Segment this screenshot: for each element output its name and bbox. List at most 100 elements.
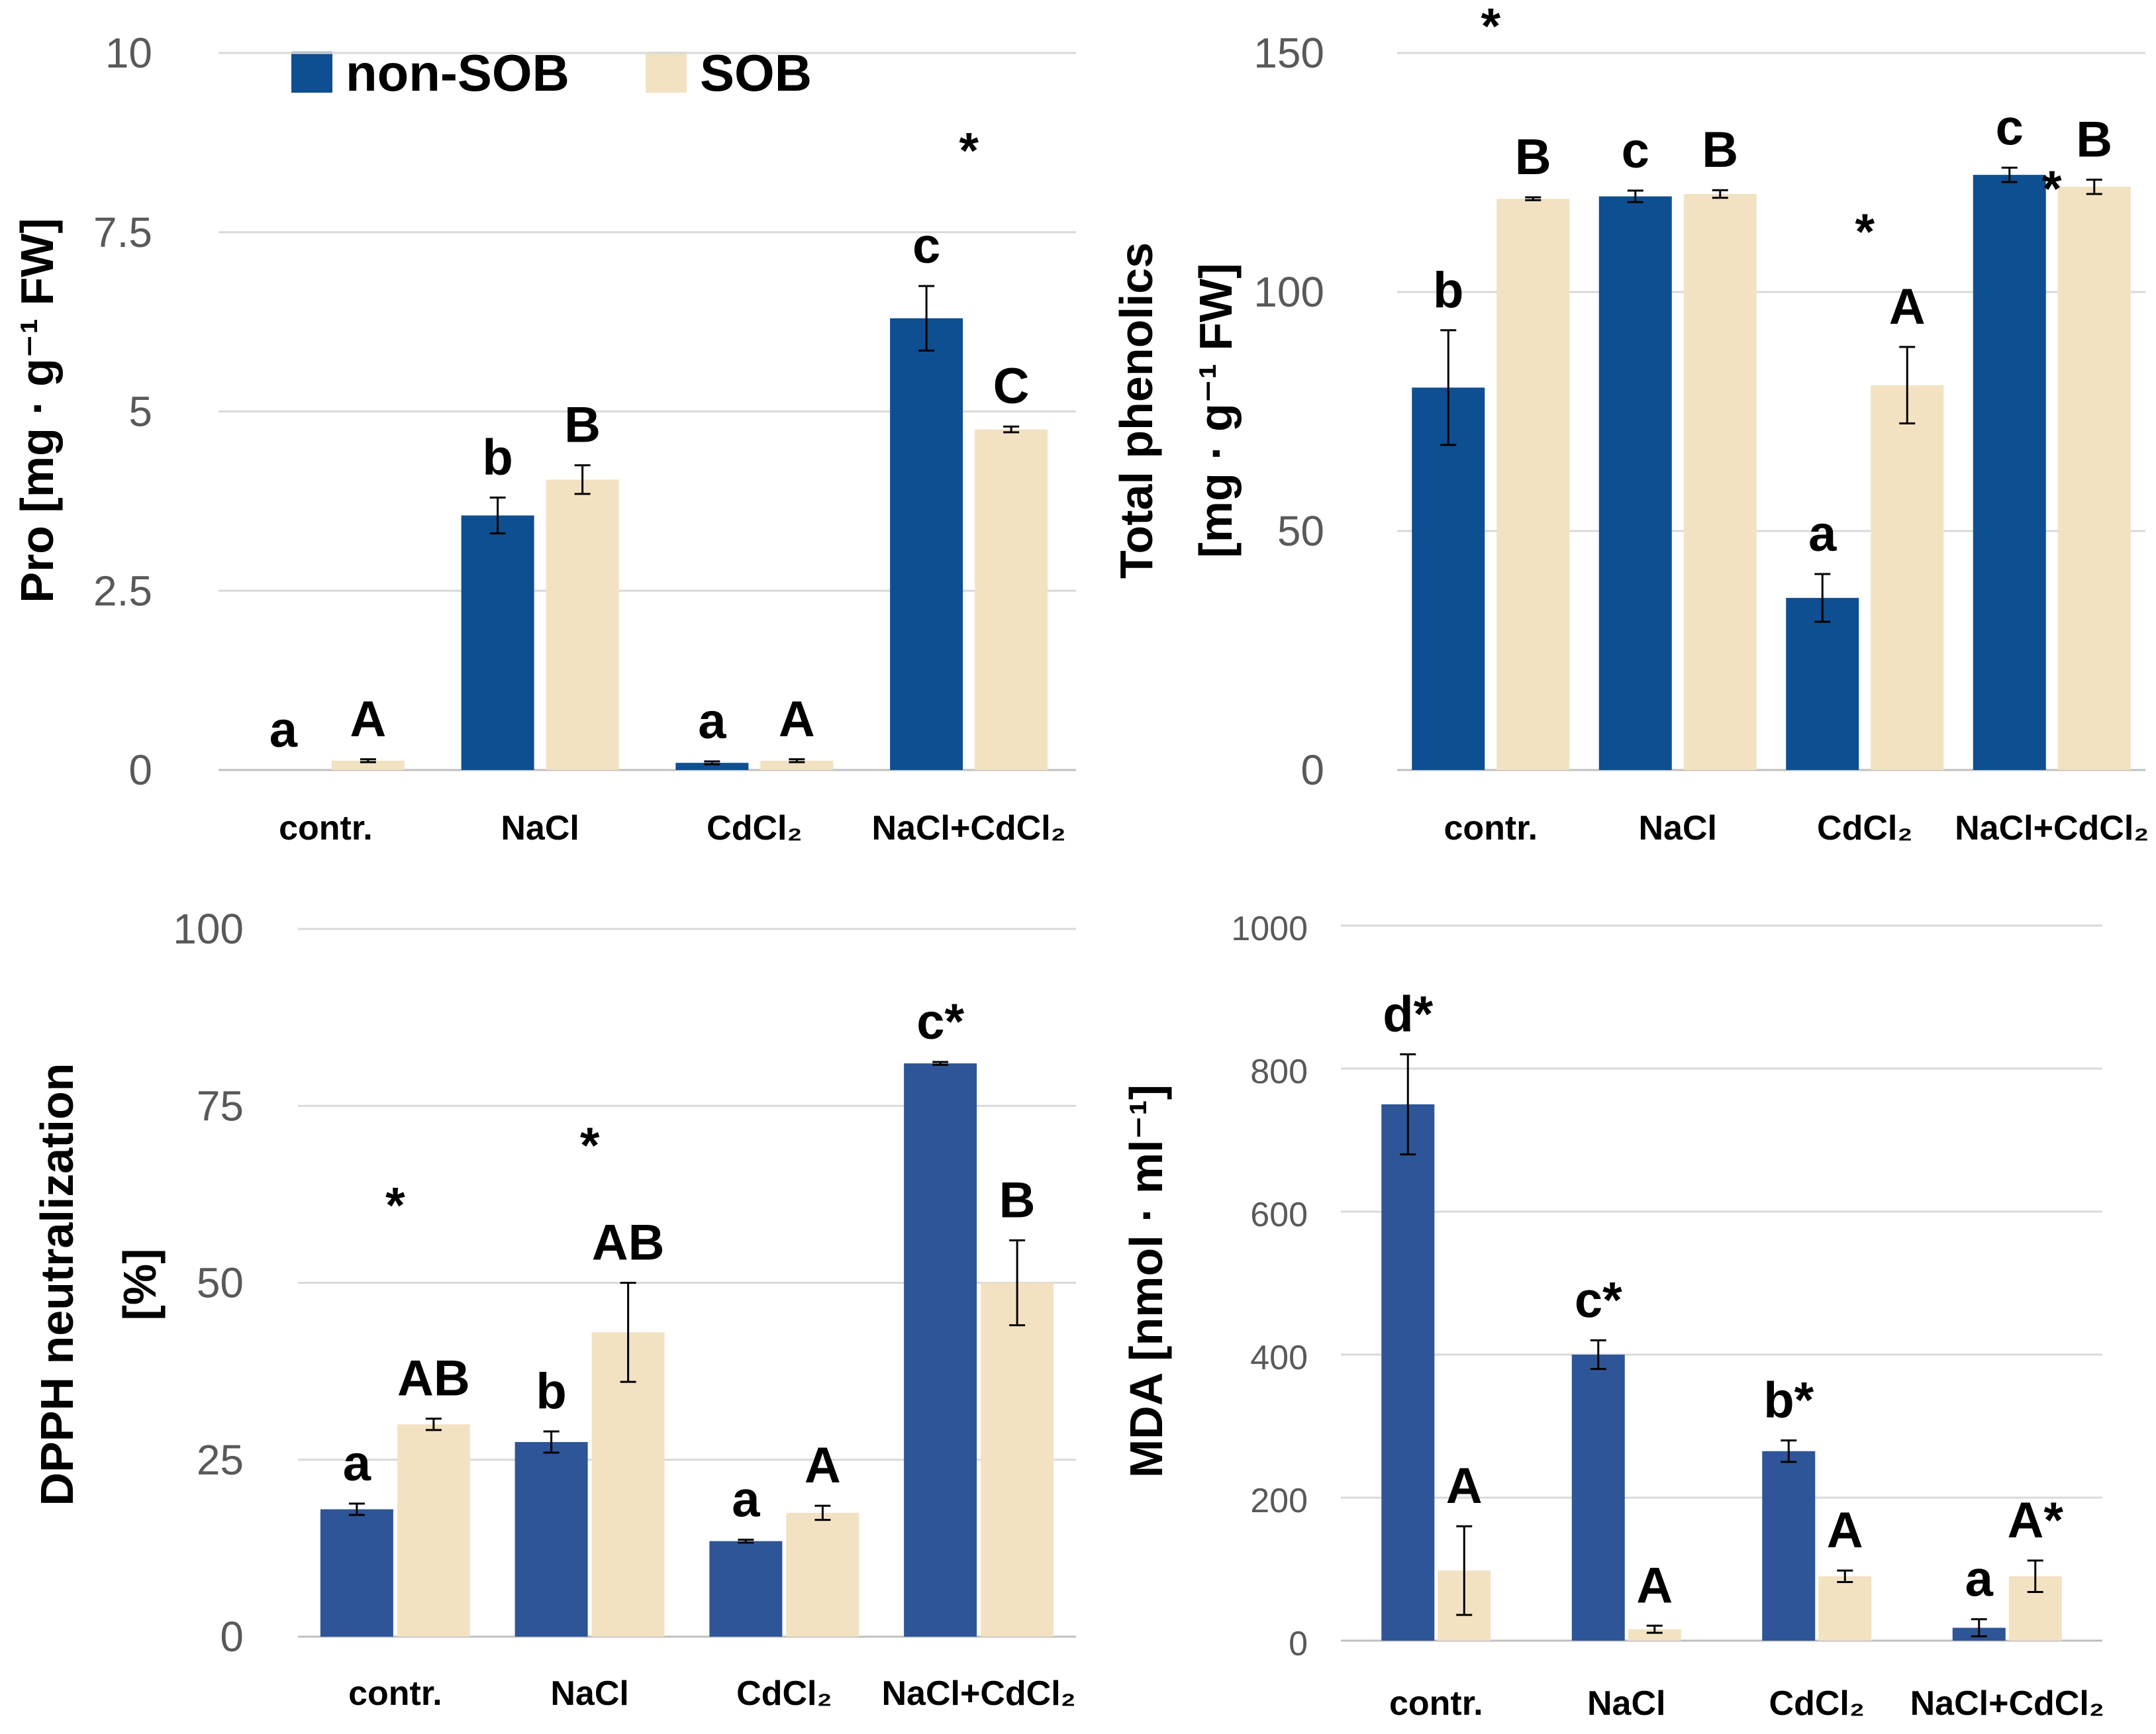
significance-label: d* [1383, 986, 1433, 1042]
significance-label: c [1996, 99, 2024, 156]
significance-star: * [1855, 204, 1875, 260]
y-axis-label: Total phenolics [mg · g⁻¹ FW] [1110, 242, 1242, 579]
y-tick-label: 75 [197, 1082, 244, 1130]
bar-non-sob [1381, 1104, 1435, 1641]
x-tick-label: NaCl+CdCl₂ [1910, 1684, 2104, 1723]
bar-sob [397, 1424, 470, 1637]
y-tick-label: 0 [1300, 746, 1324, 794]
error-bar [1971, 1618, 1987, 1638]
error-bar [425, 1418, 442, 1431]
bar-sob [331, 760, 405, 770]
x-tick-label: CdCl₂ [707, 809, 802, 847]
error-bar [738, 1539, 754, 1544]
bar-sob [760, 760, 834, 770]
y-tick-label: 50 [1277, 507, 1324, 555]
significance-label: A [1636, 1557, 1673, 1614]
bar-sob [1496, 199, 1570, 771]
error-bar [814, 1504, 831, 1521]
error-bar [348, 1502, 365, 1516]
x-tick-label: CdCl₂ [736, 1674, 832, 1713]
error-bar [1456, 1525, 1473, 1616]
significance-label: a [343, 1435, 371, 1492]
x-tick-label: contr. [1444, 809, 1538, 847]
significance-label: c* [916, 994, 964, 1050]
significance-label: AB [397, 1351, 470, 1407]
error-bar [543, 1430, 560, 1454]
bar-sob [546, 479, 619, 770]
y-tick-label: 1000 [1231, 910, 1308, 948]
significance-label: a [1808, 506, 1837, 562]
bar-non-sob [1973, 175, 2046, 770]
x-tick-label: contr. [279, 809, 373, 847]
bar-sob [1628, 1629, 1681, 1641]
error-bar [1814, 573, 1831, 623]
x-tick-label: contr. [1389, 1684, 1483, 1723]
error-bar [1400, 1053, 1416, 1156]
x-tick-label: NaCl+CdCl₂ [871, 809, 1065, 847]
y-axis-label-line: Total phenolics [1110, 242, 1162, 579]
bar-non-sob [1412, 387, 1485, 770]
significance-label: A [350, 691, 386, 747]
y-axis-label-line: DPPH neutralization [31, 1063, 83, 1506]
y-tick-label: 150 [1253, 29, 1324, 77]
y-tick-label: 100 [173, 905, 244, 953]
significance-star: * [1481, 0, 1500, 55]
y-tick-label: 400 [1250, 1339, 1308, 1377]
significance-star: * [580, 1118, 600, 1174]
bar-sob [981, 1282, 1054, 1637]
significance-label: B [999, 1172, 1036, 1228]
significance-label: b [536, 1363, 566, 1420]
error-bar [1712, 189, 1728, 199]
y-axis-label-line: [%] [114, 1249, 166, 1321]
significance-label: c [1622, 122, 1649, 179]
significance-label: B [1515, 129, 1551, 185]
x-tick-label: NaCl [550, 1674, 628, 1713]
bar-non-sob [1598, 196, 1672, 771]
y-tick-label: 800 [1250, 1053, 1308, 1091]
error-bar [1009, 1239, 1026, 1327]
significance-label: a [732, 1472, 760, 1528]
chart-mda: 0 200 400 600 800 1000 MDA [nmol · ml⁻¹] contr.… [1120, 910, 2104, 1723]
bar-non-sob [514, 1442, 588, 1637]
significance-label: b [1433, 262, 1463, 318]
y-axis-label: Pro [mg · g⁻¹ FW] [11, 218, 63, 602]
error-bar [489, 496, 506, 535]
error-bar [932, 1061, 949, 1066]
significance-label: A [1889, 279, 1926, 335]
significance-star: * [385, 1178, 405, 1234]
bar-non-sob [320, 1509, 393, 1637]
y-tick-label: 50 [197, 1259, 244, 1307]
error-bar [360, 758, 376, 763]
significance-label: A [1827, 1502, 1863, 1559]
significance-label: c [912, 218, 940, 274]
significance-star: * [2042, 161, 2062, 217]
error-bar [2086, 178, 2102, 195]
error-bar [1646, 1624, 1663, 1634]
x-tick-label: NaCl [1639, 809, 1717, 847]
bar-non-sob [709, 1541, 783, 1637]
error-bar [1627, 189, 1643, 203]
bar-sob [786, 1512, 859, 1637]
x-tick-label: CdCl₂ [1817, 809, 1912, 847]
legend-swatch-sob [646, 52, 687, 93]
significance-label: A* [2008, 1492, 2064, 1549]
error-bar [2001, 166, 2018, 183]
x-tick-label: contr. [348, 1674, 442, 1713]
y-tick-label: 0 [1289, 1625, 1308, 1663]
legend-swatch-non-sob [291, 52, 332, 93]
error-bar [1590, 1339, 1606, 1371]
y-tick-label: 0 [220, 1613, 244, 1661]
error-bar [1525, 196, 1542, 201]
error-bar [1440, 329, 1457, 446]
y-tick-label: 5 [128, 388, 152, 436]
significance-label: b* [1763, 1373, 1814, 1429]
error-bar [1781, 1439, 1797, 1463]
y-axis-label: MDA [nmol · ml⁻¹] [1120, 1084, 1172, 1478]
x-tick-label: NaCl [501, 809, 579, 847]
error-bar [2027, 1559, 2043, 1594]
significance-label: B [2076, 111, 2112, 168]
